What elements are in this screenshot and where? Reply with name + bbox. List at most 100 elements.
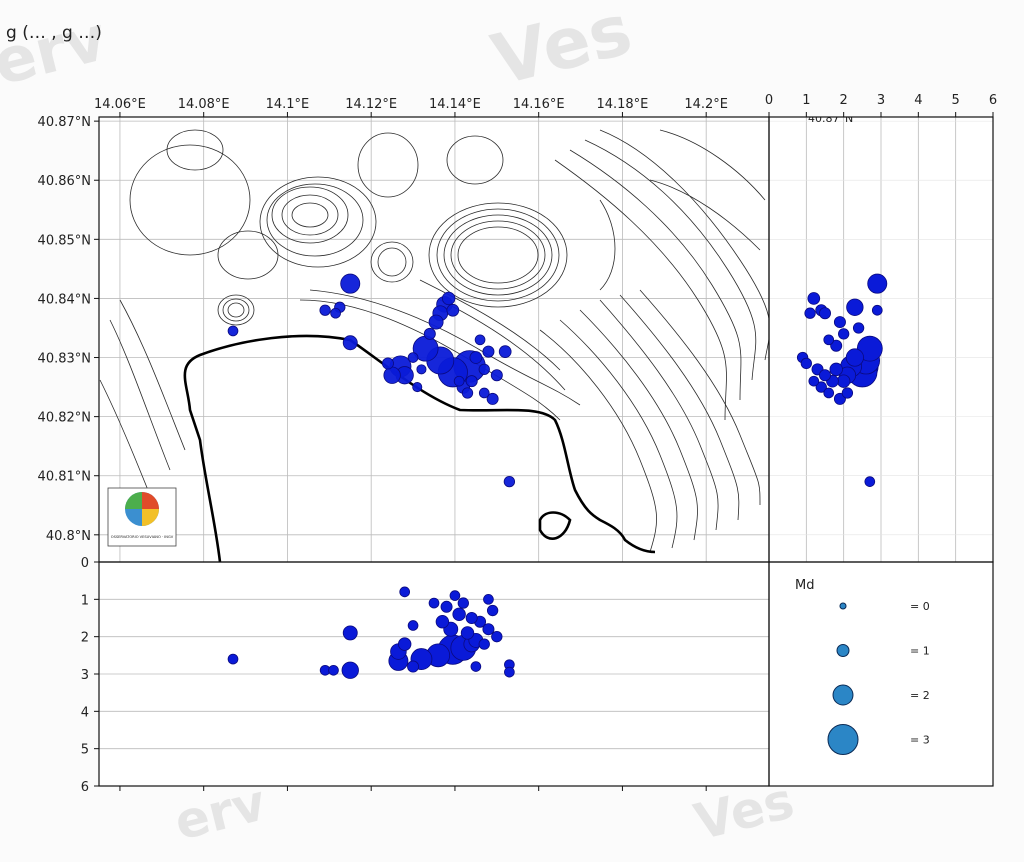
magnitude-legend: Md = 0 = 1 = 2 = 3	[795, 578, 930, 756]
map-x-tick-label: 14.2°E	[684, 97, 728, 112]
depth-lat-event	[838, 328, 850, 340]
lon-depth-event	[504, 666, 515, 678]
depth-lat-tick-label: 1	[802, 93, 810, 108]
lon-depth-events	[227, 586, 515, 679]
lon-depth-event	[486, 604, 499, 617]
depth-lat-top-label: 40.87°N	[808, 112, 853, 125]
map-event	[503, 475, 516, 488]
legend-marker	[832, 684, 854, 706]
legend-marker	[836, 644, 850, 657]
lon-depth-event	[449, 590, 461, 601]
lon-depth-event	[482, 623, 495, 636]
map-event	[423, 327, 436, 340]
map-y-tick-label: 40.83°N	[38, 352, 91, 367]
legend-label: = 1	[910, 645, 930, 658]
lon-depth-event	[460, 626, 475, 640]
map-event	[453, 375, 465, 387]
map-y-tick-label: 40.8°N	[46, 529, 91, 544]
logo-text: OSSERVATORIO VESUVIANO · INGV	[111, 535, 174, 539]
map-event	[428, 314, 444, 330]
depth-lat-event	[823, 387, 835, 399]
map-event	[381, 357, 394, 370]
lon-depth-event	[328, 664, 339, 676]
depth-lat-event	[819, 369, 831, 382]
lon-depth-event	[440, 600, 453, 613]
map-event	[478, 363, 490, 375]
lon-depth-event	[435, 615, 450, 629]
lon-depth-event	[452, 607, 466, 621]
legend-title: Md	[795, 578, 814, 593]
lon-depth-y-tick-label: 1	[81, 593, 89, 608]
map-event	[478, 387, 490, 399]
lon-depth-event	[428, 597, 440, 609]
depth-lat-event	[800, 357, 812, 370]
depth-lat-event	[819, 307, 831, 320]
map-y-tick-label: 40.86°N	[38, 174, 91, 189]
depth-lat-event	[836, 374, 851, 388]
lon-depth-event	[465, 612, 478, 624]
map-event	[340, 273, 361, 294]
map-event	[227, 325, 239, 337]
map-event	[474, 334, 486, 346]
lon-depth-y-tick-label: 4	[81, 705, 89, 720]
depth-lat-event	[830, 339, 843, 352]
map-y-tick-label: 40.85°N	[38, 233, 91, 248]
depth-lat-event	[845, 348, 864, 367]
legend-frame	[768, 561, 994, 787]
map-event	[319, 304, 331, 316]
map-event	[383, 366, 401, 384]
depth-lat-event	[829, 362, 843, 377]
depth-lat-event	[871, 304, 883, 316]
observatory-logo: OSSERVATORIO VESUVIANO · INGV	[107, 487, 177, 547]
depth-lat-tick-label: 3	[877, 93, 885, 108]
lon-depth-event	[470, 661, 482, 672]
depth-lat-event	[815, 381, 827, 393]
map-event	[486, 392, 499, 405]
watermark: Ves	[484, 0, 639, 101]
lon-depth-y-tick-label: 5	[81, 743, 89, 758]
lon-depth-y-tick-label: 3	[81, 668, 89, 683]
legend-label: = 2	[910, 689, 930, 702]
legend-marker	[839, 602, 847, 610]
depth-lat-event	[804, 307, 816, 319]
legend-label: = 3	[910, 734, 930, 747]
map-event	[407, 352, 419, 363]
map-y-tick-label: 40.81°N	[38, 470, 91, 485]
depth-lat-event	[867, 273, 888, 294]
map-x-tick-label: 14.14°E	[429, 97, 481, 112]
map-events	[227, 273, 516, 488]
depth-lat-event	[823, 334, 835, 346]
lon-depth-event	[407, 660, 420, 673]
depth-lat-tick-label: 6	[989, 93, 997, 108]
map-x-tick-label: 14.1°E	[266, 97, 310, 112]
map-event	[412, 382, 423, 393]
map-x-tick-label: 14.06°E	[94, 97, 146, 112]
depth-lat-tick-label: 5	[952, 93, 960, 108]
coastline	[183, 334, 656, 562]
map-event	[469, 351, 483, 364]
lon-depth-event	[397, 637, 412, 651]
depth-lat-tick-label: 2	[840, 93, 848, 108]
map-x-tick-label: 14.16°E	[513, 97, 565, 112]
lon-depth-event	[399, 586, 411, 598]
depth-lat-events	[796, 273, 888, 487]
depth-lat-event	[864, 476, 876, 487]
lon-depth-y-tick-label: 2	[81, 631, 89, 646]
map-event	[498, 345, 512, 358]
map-x-tick-label: 14.18°E	[596, 97, 648, 112]
map-y-tick-label: 40.84°N	[38, 292, 91, 307]
lon-depth-event	[341, 661, 359, 679]
depth-lat-event	[807, 292, 821, 305]
map-event	[465, 375, 478, 388]
lon-depth-event	[227, 653, 239, 665]
map-x-tick-label: 14.12°E	[345, 97, 397, 112]
watermark: erv	[0, 1, 113, 99]
map-event	[482, 345, 495, 358]
lon-depth-event	[457, 597, 469, 609]
map-event	[342, 335, 358, 351]
map-event	[490, 369, 503, 382]
header-text: g (… , g …)	[6, 23, 102, 43]
map-event	[441, 291, 456, 306]
